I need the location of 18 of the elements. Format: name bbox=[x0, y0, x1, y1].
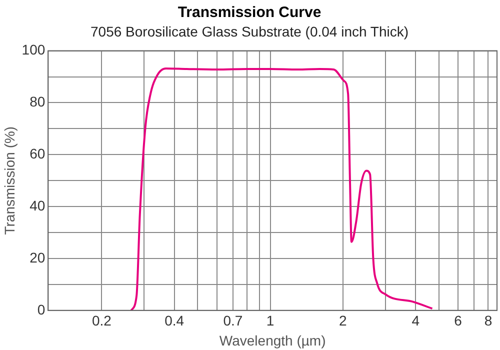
x-tick-label: 0.7 bbox=[223, 312, 243, 329]
chart-subtitle: 7056 Borosilicate Glass Substrate (0.04 inch Thick) bbox=[90, 23, 409, 40]
x-tick-label: 1 bbox=[266, 312, 274, 329]
x-tick-label: 0.2 bbox=[92, 312, 112, 329]
x-tick-label: 0.4 bbox=[164, 312, 184, 329]
y-tick-label: 60 bbox=[30, 146, 46, 162]
x-axis-title: Wavelength (µm) bbox=[219, 332, 326, 348]
chart-title: Transmission Curve bbox=[178, 4, 322, 22]
y-tick-label: 0 bbox=[37, 301, 46, 318]
y-tick-label: 80 bbox=[30, 94, 46, 110]
y-tick-label: 100 bbox=[22, 42, 46, 58]
x-tick-label: 2 bbox=[339, 312, 348, 329]
y-axis-title: Transmission (%) bbox=[1, 126, 18, 235]
x-tick-label: 6 bbox=[454, 312, 462, 329]
x-tick-label: 4 bbox=[412, 312, 420, 329]
y-tick-label: 20 bbox=[30, 249, 46, 266]
x-tick-label: 8 bbox=[484, 312, 492, 329]
y-tick-label: 40 bbox=[30, 197, 46, 214]
